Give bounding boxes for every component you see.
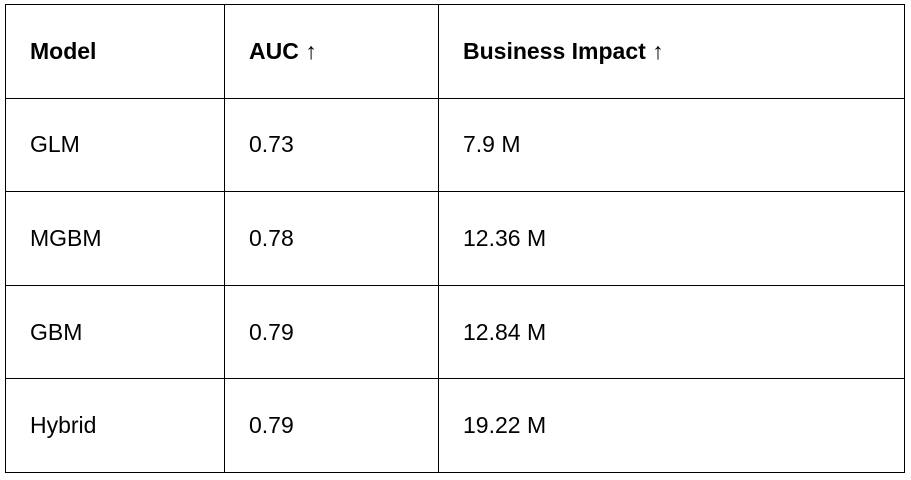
cell-business-impact: 12.36 M [438, 191, 905, 286]
cell-model: MGBM [5, 191, 225, 286]
table-row: GBM 0.79 12.84 M [5, 284, 905, 380]
comparison-table: Model AUC ↑ Business Impact ↑ GLM 0.73 7… [5, 4, 905, 473]
cell-business-impact: 12.84 M [438, 284, 905, 380]
cell-business-impact: 7.9 M [438, 97, 905, 193]
cell-model: GLM [5, 97, 225, 193]
cell-business-impact: 19.22 M [438, 378, 905, 473]
header-auc: AUC ↑ [224, 4, 439, 99]
cell-model: GBM [5, 284, 225, 380]
comparison-table-container: Model AUC ↑ Business Impact ↑ GLM 0.73 7… [5, 4, 905, 473]
table-row: MGBM 0.78 12.36 M [5, 191, 905, 286]
cell-model: Hybrid [5, 378, 225, 473]
cell-auc: 0.79 [224, 378, 439, 473]
header-business-impact: Business Impact ↑ [438, 4, 905, 99]
table-row: GLM 0.73 7.9 M [5, 97, 905, 193]
table-row: Hybrid 0.79 19.22 M [5, 378, 905, 473]
cell-auc: 0.73 [224, 97, 439, 193]
cell-auc: 0.78 [224, 191, 439, 286]
table-header-row: Model AUC ↑ Business Impact ↑ [5, 4, 905, 99]
cell-auc: 0.79 [224, 284, 439, 380]
header-model: Model [5, 4, 225, 99]
